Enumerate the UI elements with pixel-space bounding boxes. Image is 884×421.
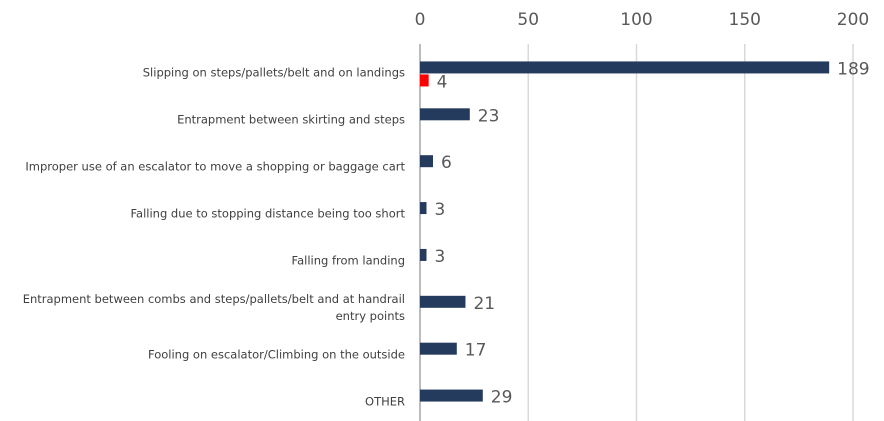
category-label: Fooling on escalator/Climbing on the out…: [148, 347, 405, 362]
value-label: 3: [434, 200, 445, 220]
category-label: Falling due to stopping distance being t…: [130, 206, 405, 221]
category-label: OTHER: [365, 394, 405, 409]
category-label: Improper use of an escalator to move a s…: [25, 159, 405, 174]
x-tick-label: 0: [415, 10, 426, 30]
bar: [420, 202, 427, 215]
x-tick-label: 150: [729, 10, 761, 30]
value-label: 17: [465, 341, 487, 361]
x-tick-label: 200: [837, 10, 869, 30]
bar: [420, 248, 427, 261]
value-label: 189: [837, 59, 869, 79]
value-label: 29: [491, 388, 513, 408]
bar: [420, 108, 470, 121]
bar: [420, 295, 466, 308]
bar: [420, 342, 457, 355]
value-label: 4: [437, 72, 448, 92]
bar: [420, 389, 483, 402]
value-label: 21: [473, 294, 495, 314]
value-label: 6: [441, 153, 452, 173]
category-label: Entrapment between combs and steps/palle…: [22, 291, 405, 323]
value-label: 23: [478, 106, 500, 126]
value-label: 3: [434, 247, 445, 267]
category-label: Entrapment between skirting and steps: [177, 112, 405, 127]
category-label: Slipping on steps/pallets/belt and on la…: [142, 65, 405, 80]
bar: [420, 155, 433, 168]
bar: [420, 61, 830, 74]
x-tick-label: 50: [517, 10, 539, 30]
category-label: Falling from landing: [291, 253, 405, 268]
x-tick-label: 100: [620, 10, 652, 30]
bar: [420, 74, 429, 87]
